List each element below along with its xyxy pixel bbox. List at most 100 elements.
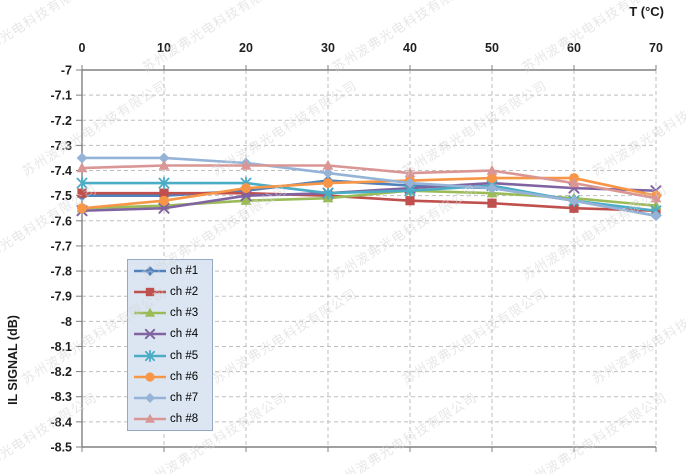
triangle-marker <box>145 307 155 317</box>
square-marker <box>159 188 169 198</box>
series-ch-7 <box>76 152 662 222</box>
triangle-marker <box>404 167 416 178</box>
x-marker <box>240 190 252 202</box>
legend-label: ch #2 <box>170 285 199 298</box>
legend-item-1: ch #1 <box>132 261 212 281</box>
triangle-marker <box>486 164 498 175</box>
legend-marker-sample <box>134 393 166 404</box>
legend-item-4: ch #4 <box>132 324 212 344</box>
svg-text:60: 60 <box>567 41 581 55</box>
legend-label: ch #7 <box>170 392 199 405</box>
asterisk-marker <box>158 176 170 190</box>
triangle-marker <box>76 162 88 173</box>
triangle-marker <box>568 177 580 188</box>
svg-text:-7.9: -7.9 <box>50 290 72 304</box>
series-ch-8 <box>76 159 662 203</box>
legend-marker-sample <box>134 349 166 362</box>
svg-text:-8.4: -8.4 <box>50 415 72 429</box>
legend-marker-sample <box>134 372 166 382</box>
legend-item-8: ch #8 <box>132 409 212 429</box>
diamond-marker <box>322 167 334 179</box>
svg-text:40: 40 <box>403 41 417 55</box>
legend-marker-sample <box>134 329 166 340</box>
diamond-marker <box>158 152 170 164</box>
x-marker <box>144 329 156 340</box>
svg-text:-7.1: -7.1 <box>50 89 72 103</box>
legend-marker-sample <box>134 287 166 297</box>
svg-text:-7.5: -7.5 <box>50 189 72 203</box>
y-tick-labels: -7 -7.1 -7.2 -7.3 -7.4 -7.5 -7.6 -7.7 -7.8 -7.9 -8… <box>50 64 72 455</box>
circle-marker <box>487 173 497 184</box>
square-marker <box>569 203 579 213</box>
horizontal-gridlines <box>76 69 656 448</box>
svg-text:-7: -7 <box>61 64 72 78</box>
legend: ch #1 ch #2 ch #3 ch #4 ch #5 ch #6 ch #7 ch #8 <box>127 259 213 431</box>
asterisk-marker <box>144 349 156 362</box>
legend-marker-sample <box>134 265 166 276</box>
diamond-marker <box>486 182 498 194</box>
diamond-marker <box>145 393 155 404</box>
diamond-marker <box>404 177 416 189</box>
diamond-marker <box>568 195 580 207</box>
svg-text:-8: -8 <box>61 315 72 329</box>
plot-border <box>81 69 656 448</box>
svg-text:20: 20 <box>239 41 253 55</box>
svg-text:0: 0 <box>79 41 86 55</box>
x-tick-labels: 0 10 20 30 40 50 60 70 <box>79 41 663 55</box>
square-marker <box>241 188 251 198</box>
circle-marker <box>241 183 251 194</box>
svg-text:-7.4: -7.4 <box>50 164 72 178</box>
circle-marker <box>77 203 87 214</box>
legend-label: ch #6 <box>170 370 199 383</box>
vertical-gridlines <box>81 65 657 452</box>
x-marker <box>158 202 170 214</box>
legend-label: ch #4 <box>170 328 199 341</box>
svg-text:-7.8: -7.8 <box>50 265 72 279</box>
legend-item-2: ch #2 <box>132 282 212 302</box>
legend-item-5: ch #5 <box>132 346 212 366</box>
legend-label: ch #5 <box>170 349 199 362</box>
y-axis-title: IL SIGNAL (dB) <box>6 315 20 405</box>
circle-marker <box>323 178 333 189</box>
svg-text:-8.5: -8.5 <box>50 441 72 455</box>
square-marker <box>77 188 87 198</box>
svg-text:10: 10 <box>157 41 171 55</box>
triangle-marker <box>240 159 252 170</box>
svg-text:-7.3: -7.3 <box>50 139 72 153</box>
x-axis-title: T (°C) <box>629 4 664 19</box>
diamond-marker <box>145 265 155 276</box>
diamond-marker <box>76 152 88 164</box>
square-marker <box>405 196 415 206</box>
legend-label: ch #8 <box>170 413 199 426</box>
svg-text:-8.3: -8.3 <box>50 390 72 404</box>
triangle-marker <box>650 192 662 203</box>
triangle-marker <box>240 195 252 205</box>
circle-marker <box>145 372 155 382</box>
diamond-marker <box>650 210 662 222</box>
square-marker <box>145 287 155 297</box>
asterisk-marker <box>322 186 334 200</box>
triangle-marker <box>145 414 155 424</box>
legend-marker-sample <box>134 307 166 317</box>
triangle-marker <box>158 159 170 170</box>
legend-item-3: ch #3 <box>132 303 212 323</box>
legend-label: ch #1 <box>170 264 199 277</box>
svg-text:-7.7: -7.7 <box>50 239 72 253</box>
legend-label: ch #3 <box>170 307 199 320</box>
legend-marker-sample <box>134 414 166 424</box>
svg-text:30: 30 <box>321 41 335 55</box>
svg-text:50: 50 <box>485 41 499 55</box>
svg-text:70: 70 <box>649 41 663 55</box>
square-marker <box>487 198 497 208</box>
svg-text:-7.2: -7.2 <box>50 114 72 128</box>
svg-text:-8.2: -8.2 <box>50 365 72 379</box>
triangle-marker <box>322 159 334 170</box>
legend-item-7: ch #7 <box>132 388 212 408</box>
svg-text:-8.1: -8.1 <box>50 340 72 354</box>
circle-marker <box>159 195 169 206</box>
asterisk-marker <box>76 176 88 190</box>
svg-text:-7.6: -7.6 <box>50 214 72 228</box>
legend-item-6: ch #6 <box>132 367 212 387</box>
